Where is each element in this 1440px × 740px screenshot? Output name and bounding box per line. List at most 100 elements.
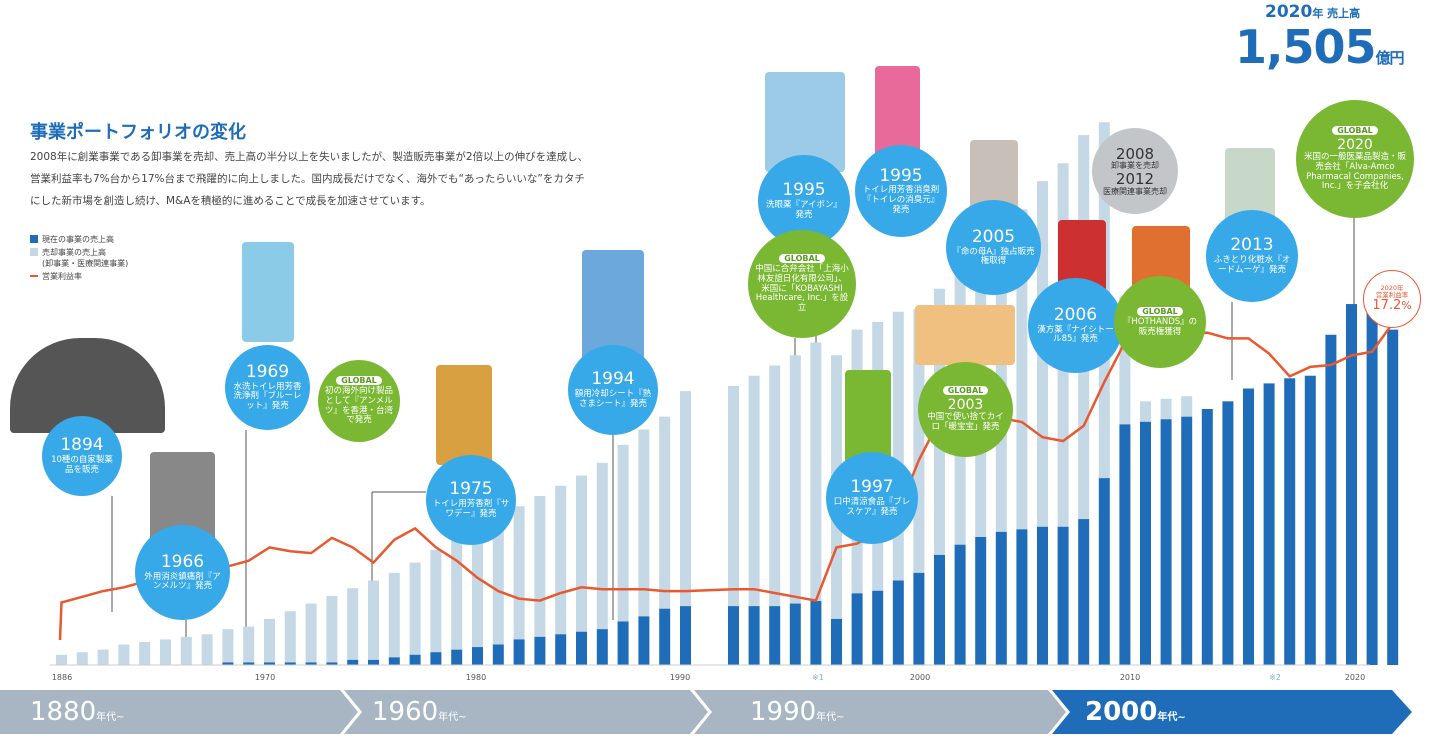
bar-divested bbox=[451, 539, 463, 650]
milestone-1975: 1975 トイレ用芳香剤『サワデー』発売 bbox=[426, 455, 516, 545]
margin-badge: 2020年 営業利益率 17.2% bbox=[1363, 270, 1421, 328]
product-image-1997 bbox=[845, 370, 891, 465]
bar-current bbox=[1222, 401, 1234, 665]
bar-current bbox=[305, 662, 317, 665]
product-image-2005 bbox=[970, 140, 1018, 210]
bar-current bbox=[1346, 304, 1357, 665]
bar-divested bbox=[1160, 398, 1172, 420]
bar-divested bbox=[769, 365, 781, 607]
bar-current bbox=[1037, 526, 1048, 665]
bar-divested bbox=[368, 580, 379, 660]
bar-current bbox=[347, 659, 359, 665]
decade-arrow-1990 bbox=[694, 690, 1066, 734]
bar-current bbox=[975, 537, 987, 665]
legend-divested-sub: (卸事業・医療関連事業) bbox=[42, 259, 129, 268]
bar-divested bbox=[139, 641, 151, 665]
x-tick-label: 2020 bbox=[1345, 673, 1365, 682]
product-image-1994 bbox=[582, 250, 644, 360]
bar-divested bbox=[913, 309, 925, 573]
legend-swatch-current bbox=[30, 235, 38, 243]
bar-divested bbox=[160, 639, 171, 665]
bar-divested bbox=[284, 611, 296, 663]
bar-current bbox=[638, 616, 650, 665]
bar-divested bbox=[409, 562, 421, 655]
bar-divested bbox=[680, 391, 691, 607]
bar-divested bbox=[659, 416, 671, 609]
bar-divested bbox=[388, 572, 400, 658]
milestone-2013: 2013 ふきとり化粧水『オードムーゲ』発売 bbox=[1206, 210, 1298, 302]
bar-divested bbox=[892, 311, 904, 581]
bar-divested bbox=[789, 355, 801, 604]
milestone-1969: 1969 水洗トイレ用芳香洗浄剤『ブルーレット』発売 bbox=[225, 345, 310, 430]
bar-current bbox=[368, 659, 379, 665]
x-tick-label: 2010 bbox=[1120, 673, 1140, 682]
badge-value: 17.2 bbox=[1372, 297, 1402, 313]
bar-divested bbox=[810, 342, 822, 601]
bar-current bbox=[472, 647, 483, 665]
bar-current bbox=[1119, 424, 1131, 665]
milestone-global-1995: GLOBAL 中国に合弁会社「上海小林友誼日化有限公司」、米国に「KOBAYAS… bbox=[748, 230, 856, 338]
bar-divested bbox=[576, 475, 587, 632]
milestone-1995-deodorant: 1995 トイレ用芳香消臭剤『トイレの消臭元』発売 bbox=[855, 145, 947, 237]
bar-current bbox=[1201, 409, 1213, 665]
legend-swatch-divested bbox=[30, 248, 38, 256]
bar-current bbox=[1243, 388, 1254, 665]
bar-current bbox=[617, 621, 629, 665]
bar-divested bbox=[430, 549, 442, 653]
bar-divested bbox=[472, 529, 483, 648]
milestone-2005: 2005 『命の母A』独占販売権取得 bbox=[946, 200, 1041, 295]
decade-1990: 1990年代~ bbox=[750, 697, 845, 727]
x-tick-label: ※2 bbox=[1269, 673, 1281, 682]
decade-2000: 2000年代~ bbox=[1085, 697, 1186, 727]
milestone-global-2020: GLOBAL 2020 米国の一般医薬品製造・販売会社「Alva-Amco Ph… bbox=[1296, 100, 1414, 218]
legend-current: 現在の事業の売上高 bbox=[42, 235, 114, 244]
bar-divested bbox=[76, 652, 88, 665]
milestone-1966: 1966 外用消炎鎮痛剤『アンメルツ』発売 bbox=[135, 525, 230, 620]
bar-current bbox=[1366, 288, 1378, 665]
bar-current bbox=[1284, 378, 1296, 665]
bar-divested bbox=[728, 385, 739, 607]
bar-current bbox=[728, 606, 739, 665]
bar-divested bbox=[596, 462, 608, 630]
bar-current bbox=[954, 544, 966, 665]
legend-margin: 営業利益率 bbox=[42, 272, 82, 281]
page-title: 事業ポートフォリオの変化 bbox=[30, 122, 246, 143]
bar-divested bbox=[97, 649, 109, 665]
bar-current bbox=[810, 601, 822, 665]
bar-divested bbox=[748, 375, 760, 607]
decade-1880: 1880年代~ bbox=[30, 697, 125, 727]
badge-label: 営業利益率 bbox=[1375, 290, 1409, 299]
total-year: 2020 bbox=[1265, 2, 1313, 22]
bar-divested bbox=[1181, 396, 1193, 417]
bar-divested bbox=[243, 626, 255, 663]
bar-current bbox=[1078, 519, 1090, 665]
bar-divested bbox=[534, 496, 546, 637]
bar-current bbox=[555, 634, 567, 665]
bar-divested bbox=[492, 519, 504, 645]
total-unit: 億円 bbox=[1375, 49, 1405, 67]
x-tick-label: 1886 bbox=[52, 673, 72, 682]
legend-swatch-margin bbox=[30, 275, 38, 277]
bar-current bbox=[576, 631, 587, 665]
bar-current bbox=[534, 636, 546, 665]
bar-current bbox=[1016, 529, 1028, 665]
decade-1960: 1960年代~ bbox=[372, 697, 467, 727]
bar-current bbox=[1160, 419, 1172, 665]
milestone-1894: 1894 10種の自家製薬品を販売 bbox=[42, 416, 122, 496]
badge-label-year: 2020年 bbox=[1380, 283, 1404, 292]
bar-current bbox=[326, 662, 338, 665]
x-tick-label: 2000 bbox=[910, 673, 930, 682]
bar-current bbox=[1181, 416, 1193, 665]
milestone-global-hothands: GLOBAL 『HOTHANDS』の販売権獲得 bbox=[1114, 276, 1206, 368]
milestone-1994: 1994 額用冷却シート『熱さまシート』発売 bbox=[568, 345, 658, 435]
decade-arrow-1880 bbox=[0, 690, 358, 734]
bar-divested bbox=[305, 603, 317, 663]
bar-current bbox=[284, 662, 296, 665]
bar-current bbox=[1304, 375, 1316, 665]
milestone-global-2003: GLOBAL 2003 中国で使い捨てカイロ「暖宝宝」発売 bbox=[918, 362, 1013, 457]
total-year-suffix: 年 売上高 bbox=[1312, 7, 1361, 20]
product-image-1969 bbox=[242, 242, 294, 342]
total-sales: 2020年 売上高 1,505億円 bbox=[1235, 2, 1405, 83]
bar-divested bbox=[555, 485, 567, 635]
bar-current bbox=[1387, 329, 1399, 665]
